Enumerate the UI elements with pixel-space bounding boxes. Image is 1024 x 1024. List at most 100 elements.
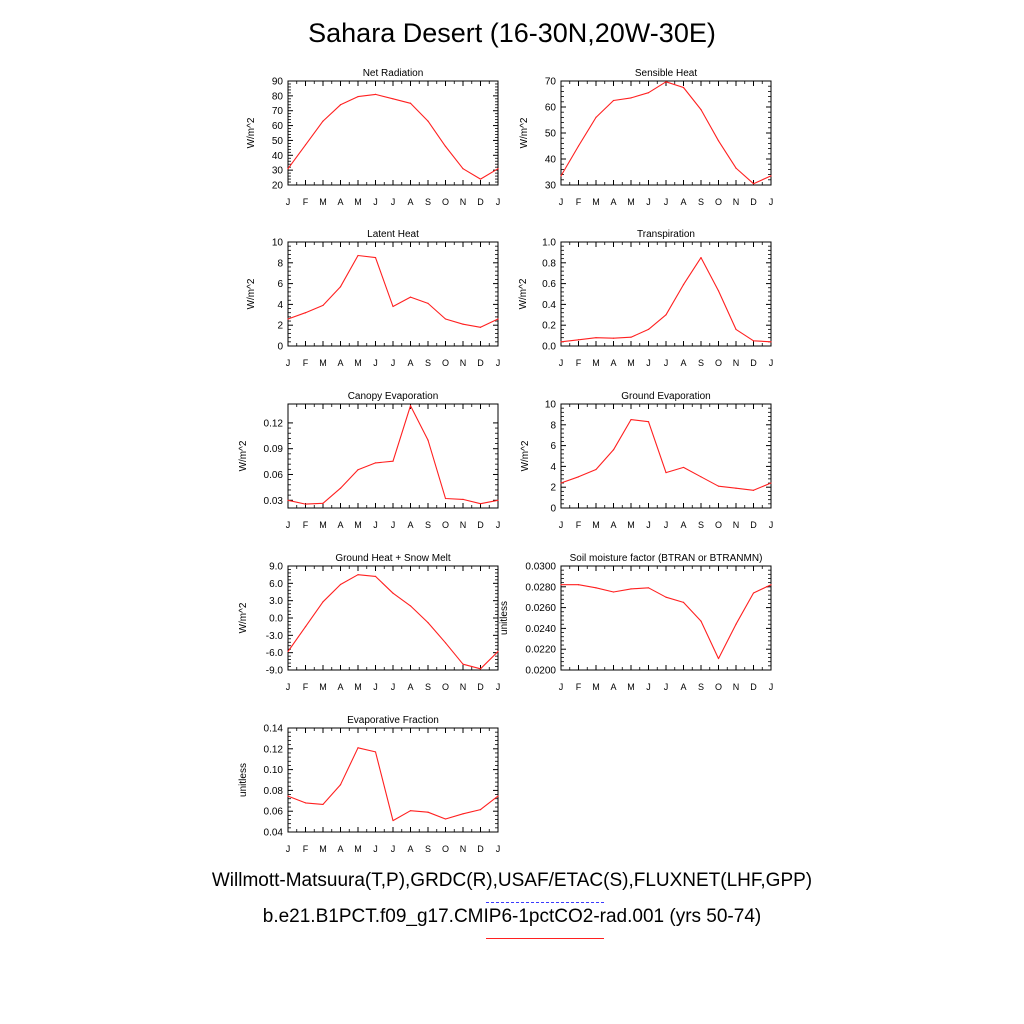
x-tick-label: N <box>733 682 740 692</box>
x-tick-label: J <box>496 682 501 692</box>
y-tick-label: 0.0260 <box>525 603 556 614</box>
y-tick-label: 9.0 <box>269 562 283 573</box>
legend-model-swatch <box>486 938 604 939</box>
x-tick-label: J <box>559 358 564 368</box>
data-point <box>595 337 597 339</box>
data-point <box>700 109 702 111</box>
x-tick-label: F <box>576 520 582 530</box>
y-tick-label: 8 <box>277 258 283 269</box>
data-point <box>497 499 499 501</box>
data-point <box>479 178 482 180</box>
panel-title: Evaporative Fraction <box>347 715 439 726</box>
data-point <box>752 489 755 491</box>
x-tick-label: J <box>286 520 291 530</box>
x-tick-label: O <box>442 358 449 368</box>
x-tick-label: M <box>592 358 600 368</box>
x-tick-label: J <box>286 682 291 692</box>
data-point <box>392 460 394 462</box>
y-tick-label: 70 <box>545 77 557 88</box>
y-tick-label: -9.0 <box>266 666 284 677</box>
x-tick-label: J <box>646 682 651 692</box>
data-point <box>612 449 615 451</box>
x-tick-label: J <box>373 358 378 368</box>
data-point <box>304 626 307 628</box>
x-tick-label: N <box>460 682 467 692</box>
y-tick-label: 0.10 <box>264 765 284 776</box>
x-tick-label: M <box>319 682 327 692</box>
data-point <box>392 305 394 308</box>
x-tick-label: A <box>680 520 686 530</box>
y-tick-label: 6 <box>277 279 283 290</box>
data-point <box>595 587 597 589</box>
x-tick-label: A <box>680 197 686 207</box>
data-point <box>427 120 429 122</box>
y-tick-label: 0 <box>277 342 283 353</box>
data-point <box>304 312 307 314</box>
data-point <box>427 302 429 304</box>
y-tick-label: 0.0220 <box>525 645 556 656</box>
y-tick-label: 0.04 <box>264 828 284 839</box>
x-tick-label: F <box>303 844 309 854</box>
data-point <box>595 468 597 471</box>
x-tick-label: S <box>698 197 704 207</box>
data-point <box>322 502 324 504</box>
legend-model-label: b.e21.B1PCT.f09_g17.CMIP6-1pctCO2-rad.00… <box>262 906 762 927</box>
data-point <box>647 328 650 330</box>
x-tick-label: O <box>715 358 722 368</box>
data-point <box>717 140 720 142</box>
x-tick-label: J <box>496 197 501 207</box>
x-tick-label: D <box>750 682 757 692</box>
x-tick-label: J <box>664 197 669 207</box>
data-point <box>374 751 377 753</box>
panel-title: Sensible Heat <box>635 68 697 79</box>
x-tick-label: F <box>576 358 582 368</box>
data-point <box>409 810 412 812</box>
data-point <box>682 284 685 286</box>
x-tick-label: J <box>391 844 396 854</box>
data-point <box>444 145 447 147</box>
y-axis-label: W/m^2 <box>519 117 530 148</box>
series-line-net-radiation <box>287 93 499 180</box>
x-tick-label: A <box>337 358 343 368</box>
data-point <box>630 588 632 590</box>
y-tick-label: 0.06 <box>264 807 284 818</box>
x-tick-label: J <box>496 844 501 854</box>
x-tick-label: A <box>337 682 343 692</box>
data-point <box>665 596 667 598</box>
panel-title: Ground Evaporation <box>621 391 711 402</box>
plot-frame <box>287 403 499 509</box>
x-tick-label: J <box>559 197 564 207</box>
x-tick-label: A <box>610 520 616 530</box>
x-tick-label: M <box>354 682 362 692</box>
legend-observations-label: Willmott-Matsuura(T,P),GRDC(R),USAF/ETAC… <box>211 870 813 891</box>
y-tick-label: 0.0 <box>542 342 556 353</box>
x-tick-label: J <box>559 682 564 692</box>
y-tick-label: -3.0 <box>266 631 284 642</box>
data-point <box>322 304 324 307</box>
data-point <box>287 168 289 170</box>
data-point <box>374 462 377 464</box>
x-tick-label: F <box>576 682 582 692</box>
x-tick-label: A <box>680 682 686 692</box>
data-point <box>357 469 359 471</box>
x-tick-label: M <box>319 844 327 854</box>
series-line-ground-evaporation <box>560 419 772 491</box>
y-tick-label: 60 <box>272 121 284 132</box>
y-tick-label: -6.0 <box>266 648 284 659</box>
x-tick-label: A <box>407 358 413 368</box>
y-tick-label: 0.2 <box>542 321 556 332</box>
data-point <box>560 482 562 484</box>
y-axis-label: W/m^2 <box>246 278 257 309</box>
series-line-evaporative-fraction <box>287 747 499 822</box>
x-tick-label: J <box>664 358 669 368</box>
panel-title: Latent Heat <box>367 229 419 240</box>
y-tick-label: 3.0 <box>269 596 283 607</box>
data-point <box>735 328 737 330</box>
y-axis-label: W/m^2 <box>518 278 529 309</box>
x-tick-label: J <box>769 520 774 530</box>
data-point <box>647 92 650 94</box>
data-point <box>770 341 772 343</box>
y-tick-label: 0.03 <box>264 496 284 507</box>
data-point <box>700 476 702 478</box>
